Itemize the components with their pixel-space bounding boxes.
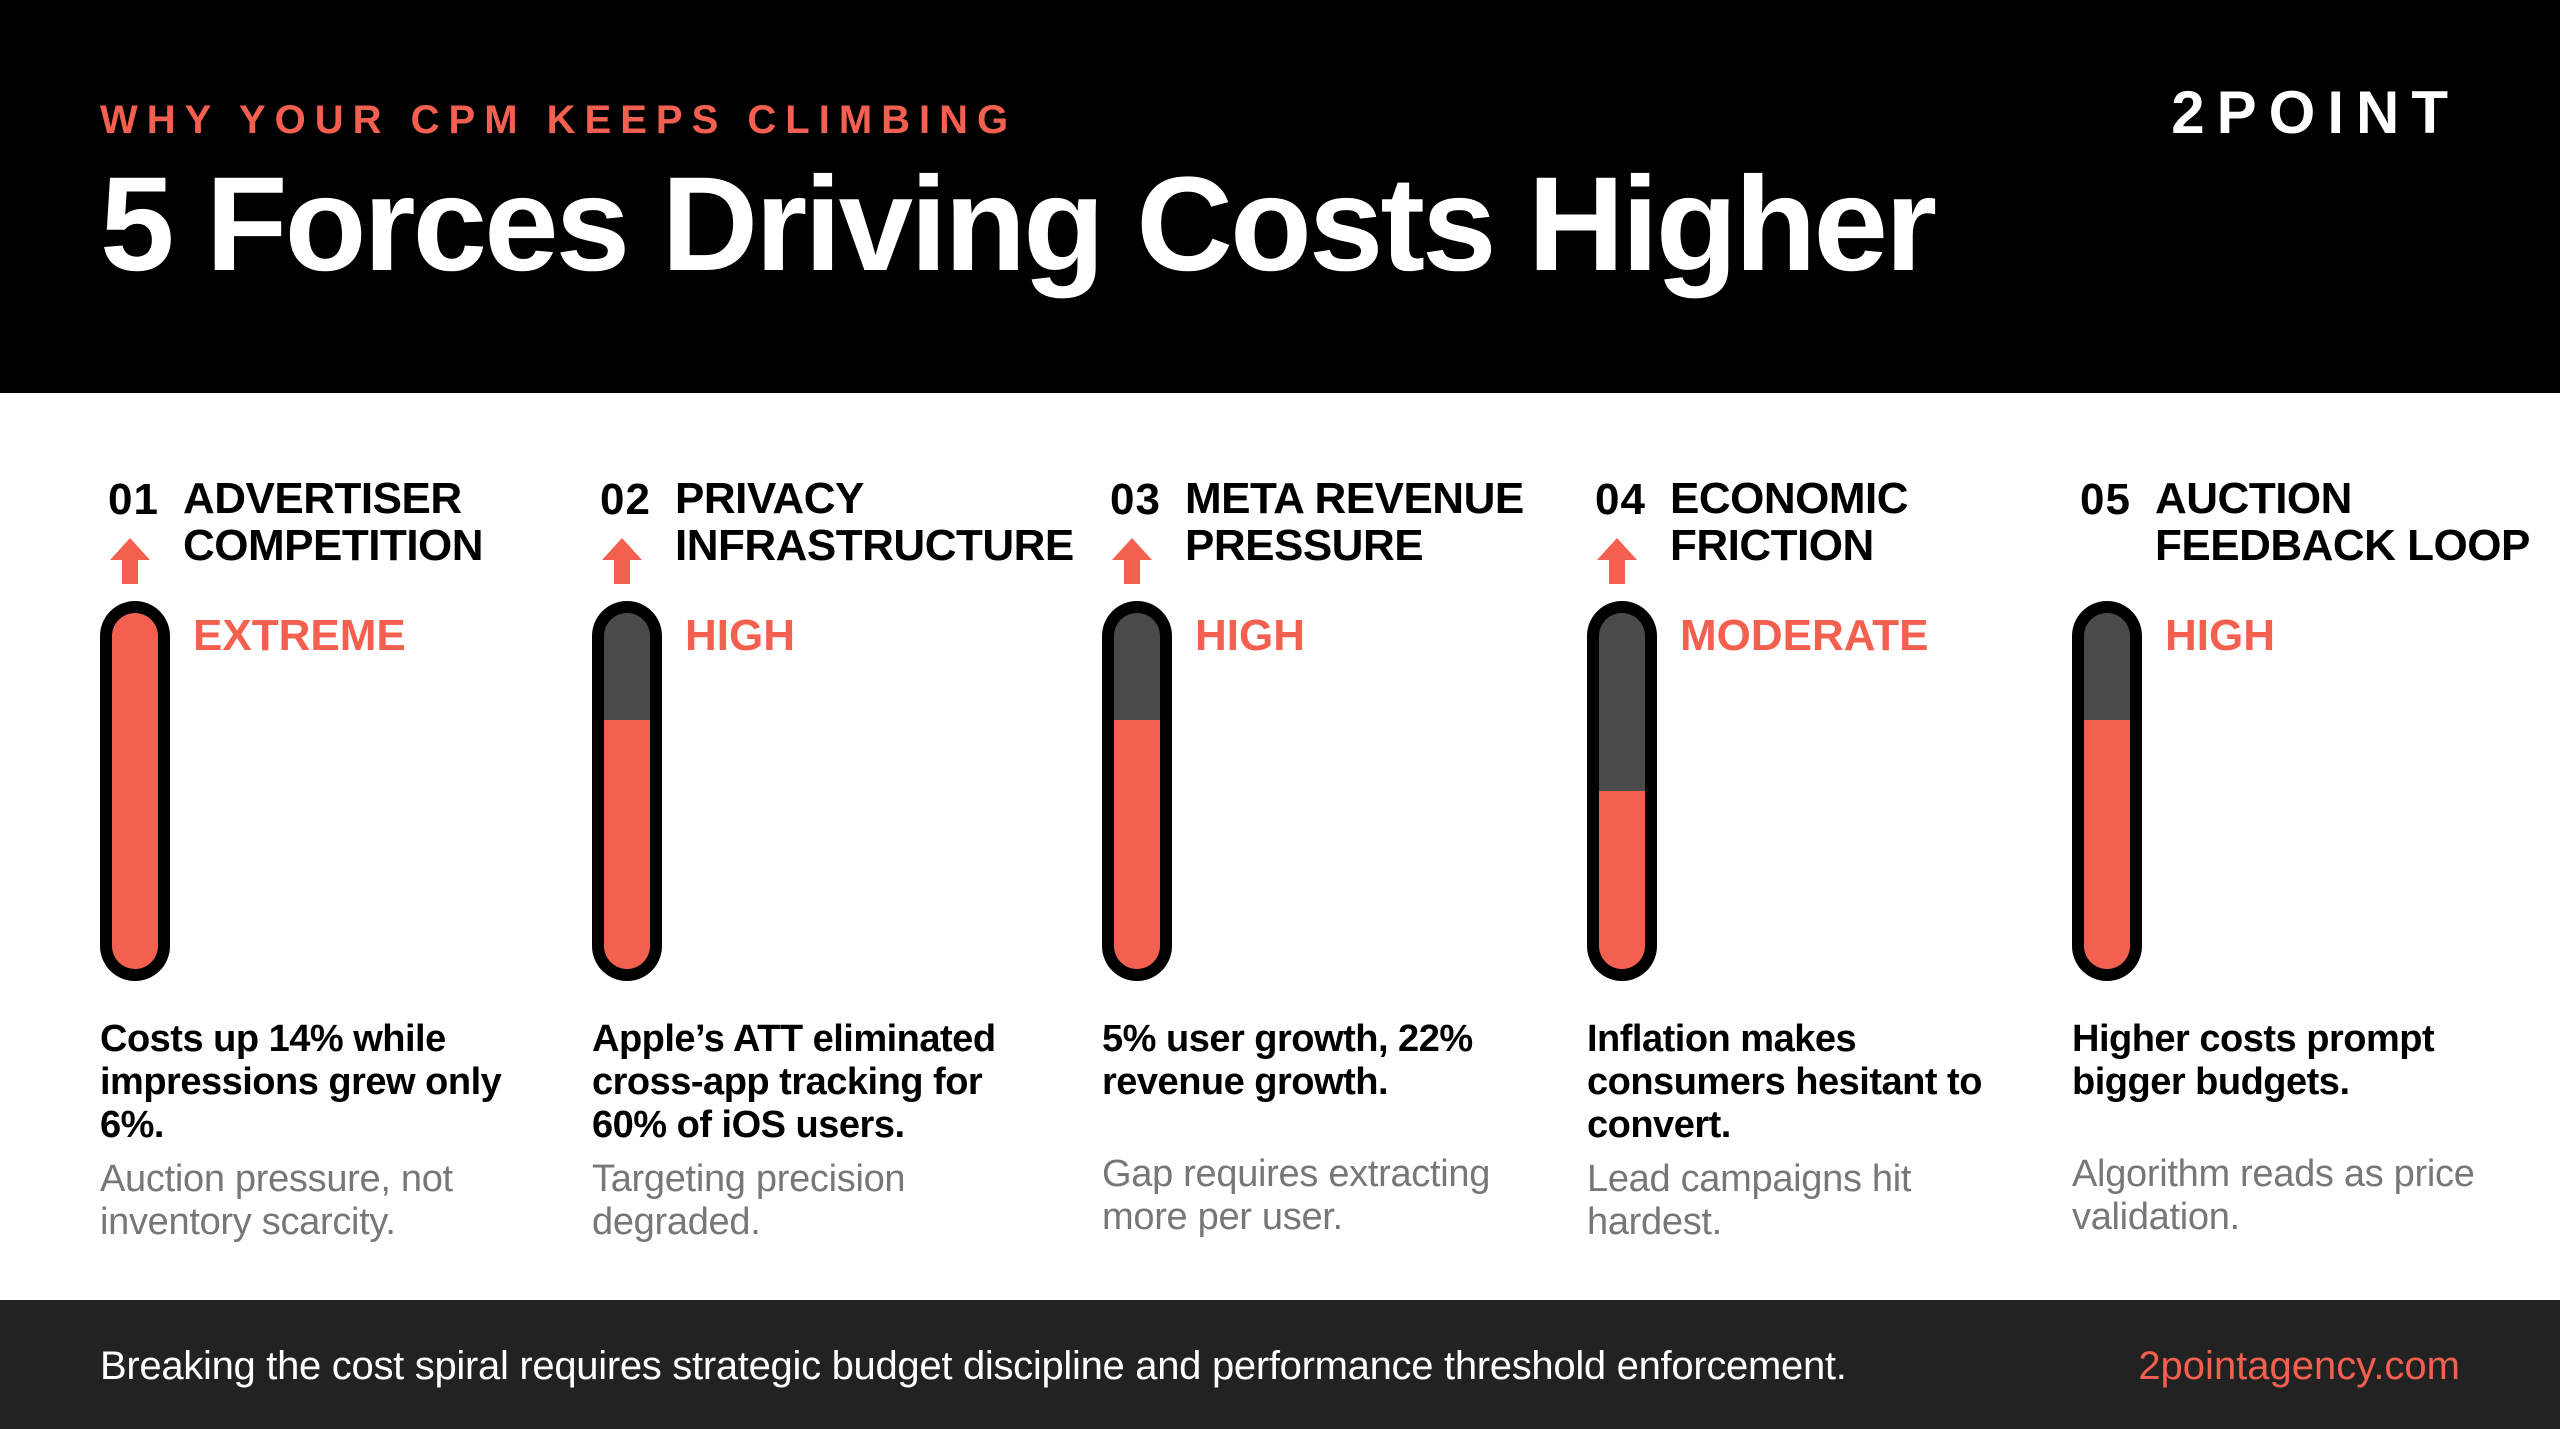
level-label: HIGH xyxy=(1195,611,1305,660)
force-stat: Higher costs prompt bigger budgets. xyxy=(2072,1018,2435,1103)
force-number: 05 xyxy=(2080,475,2131,524)
page-title: 5 Forces Driving Costs Higher xyxy=(100,150,1937,299)
arrow-up-icon xyxy=(110,538,150,584)
gauge-fill xyxy=(1114,720,1160,969)
gauge-track xyxy=(1114,613,1160,969)
force-card: 01 ADVERTISER COMPETITION EXTREME Costs … xyxy=(100,393,570,1300)
force-title: ADVERTISER COMPETITION xyxy=(183,474,484,570)
arrow-up-icon xyxy=(1597,538,1637,584)
gauge-fill xyxy=(2084,720,2130,969)
force-note: Algorithm reads as price validation. xyxy=(2072,1153,2475,1238)
footer: Breaking the cost spiral requires strate… xyxy=(0,1300,2560,1429)
force-stat: Apple’s ATT eliminated cross-app trackin… xyxy=(592,1018,996,1146)
force-title: PRIVACY INFRASTRUCTURE xyxy=(675,474,1074,570)
force-card: 03 META REVENUE PRESSURE HIGH 5% user gr… xyxy=(1102,393,1572,1300)
footer-message: Breaking the cost spiral requires strate… xyxy=(100,1344,1847,1388)
force-number: 01 xyxy=(108,475,159,524)
force-number: 02 xyxy=(600,475,651,524)
website-link[interactable]: 2pointagency.com xyxy=(2138,1344,2460,1388)
level-gauge xyxy=(1102,601,1172,981)
force-stat: Inflation makes consumers hesitant to co… xyxy=(1587,1018,1982,1146)
level-label: HIGH xyxy=(685,611,795,660)
header: WHY YOUR CPM KEEPS CLIMBING 5 Forces Dri… xyxy=(0,0,2560,393)
arrow-up-icon xyxy=(1112,538,1152,584)
gauge-track xyxy=(2084,613,2130,969)
force-number: 03 xyxy=(1110,475,1161,524)
force-card: 02 PRIVACY INFRASTRUCTURE HIGH Apple’s A… xyxy=(592,393,1074,1300)
force-note: Targeting precision degraded. xyxy=(592,1158,906,1243)
arrow-up-icon xyxy=(602,538,642,584)
level-gauge xyxy=(2072,601,2142,981)
gauge-fill xyxy=(604,720,650,969)
force-number: 04 xyxy=(1595,475,1646,524)
brand-logo: 2POINT xyxy=(2171,79,2460,146)
force-stat: 5% user growth, 22% revenue growth. xyxy=(1102,1018,1473,1103)
level-label: EXTREME xyxy=(193,611,406,660)
level-gauge xyxy=(1587,601,1657,981)
gauge-fill xyxy=(1599,791,1645,969)
eyebrow: WHY YOUR CPM KEEPS CLIMBING xyxy=(100,98,1018,142)
level-gauge xyxy=(100,601,170,981)
force-card: 04 ECONOMIC FRICTION MODERATE Inflation … xyxy=(1587,393,2057,1300)
force-stat: Costs up 14% while impressions grew only… xyxy=(100,1018,502,1146)
level-gauge xyxy=(592,601,662,981)
level-label: HIGH xyxy=(2165,611,2275,660)
force-card: 05 AUCTION FEEDBACK LOOP HIGH Higher cos… xyxy=(2072,393,2542,1300)
gauge-fill xyxy=(112,613,158,969)
gauge-track xyxy=(604,613,650,969)
gauge-track xyxy=(1599,613,1645,969)
force-title: AUCTION FEEDBACK LOOP xyxy=(2155,474,2530,570)
force-title: META REVENUE PRESSURE xyxy=(1185,474,1524,570)
gauge-track xyxy=(112,613,158,969)
forces-grid: 01 ADVERTISER COMPETITION EXTREME Costs … xyxy=(0,393,2560,1300)
force-note: Gap requires extracting more per user. xyxy=(1102,1153,1491,1238)
force-note: Lead campaigns hit hardest. xyxy=(1587,1158,1912,1243)
force-title: ECONOMIC FRICTION xyxy=(1670,474,1909,570)
level-label: MODERATE xyxy=(1680,611,1929,660)
force-note: Auction pressure, not inventory scarcity… xyxy=(100,1158,453,1243)
